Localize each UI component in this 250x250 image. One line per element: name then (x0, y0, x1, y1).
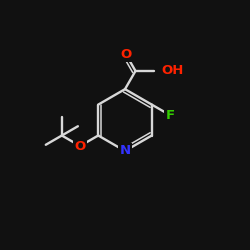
Text: F: F (166, 108, 174, 122)
Text: O: O (74, 140, 86, 152)
Text: OH: OH (162, 64, 184, 78)
Text: N: N (120, 144, 130, 158)
Text: O: O (120, 48, 132, 62)
